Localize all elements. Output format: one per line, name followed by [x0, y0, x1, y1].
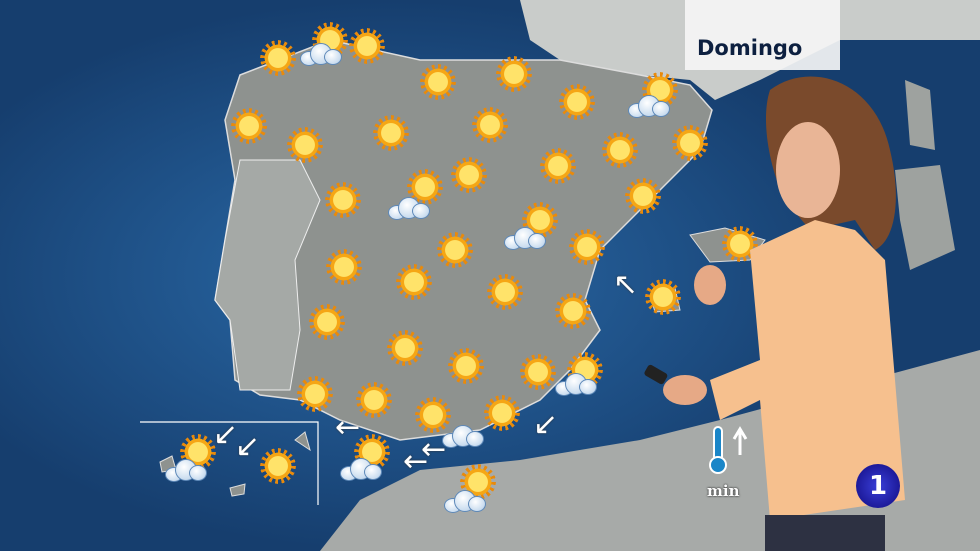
sun-icon — [309, 304, 345, 340]
sun-icon — [496, 56, 532, 92]
cloud-icon — [551, 371, 599, 397]
sun-icon — [231, 108, 267, 144]
sun-icon — [260, 40, 296, 76]
wind-arrow-icon: ← — [335, 410, 361, 445]
cloud-icon — [500, 225, 548, 251]
sun-icon — [448, 348, 484, 384]
sun-icon — [672, 125, 708, 161]
cloud-icon — [384, 195, 432, 221]
sun-icon — [569, 229, 605, 265]
sun-icon — [625, 178, 661, 214]
wind-arrow-icon: ↙ — [533, 407, 559, 442]
sun-icon — [451, 157, 487, 193]
canary-inset-frame — [140, 421, 319, 505]
sun-icon — [287, 127, 323, 163]
sun-icon — [325, 182, 361, 218]
cloud-icon — [336, 456, 384, 482]
sun-icon — [396, 264, 432, 300]
sun-icon — [437, 232, 473, 268]
sun-icon — [415, 397, 451, 433]
sun-icon — [487, 274, 523, 310]
sun-icon — [260, 448, 296, 484]
sun-icon — [520, 354, 556, 390]
sun-icon — [420, 64, 456, 100]
wind-arrow-icon: ← — [421, 432, 447, 467]
sun-icon — [472, 107, 508, 143]
cloud-icon — [161, 457, 209, 483]
sun-icon — [559, 84, 595, 120]
min-label: min — [707, 482, 740, 500]
wind-arrow-icon: ↙ — [235, 429, 261, 464]
sun-icon — [602, 132, 638, 168]
sun-icon — [540, 148, 576, 184]
sun-icon — [373, 115, 409, 151]
sun-icon — [645, 279, 681, 315]
sun-icon — [387, 330, 423, 366]
wind-arrow-icon: ↙ — [213, 417, 239, 452]
sun-icon — [484, 395, 520, 431]
cloud-icon — [296, 41, 344, 67]
cloud-icon — [438, 423, 486, 449]
sun-icon — [297, 376, 333, 412]
channel-logo: 1 — [856, 464, 900, 508]
presenter — [644, 76, 905, 551]
wind-arrow-icon: ← — [403, 444, 429, 479]
sun-icon — [349, 28, 385, 64]
cloud-icon — [440, 488, 488, 514]
day-title-panel: Domingo — [685, 0, 840, 70]
sun-icon — [326, 249, 362, 285]
cloud-icon — [624, 93, 672, 119]
thermometer-icon — [709, 426, 748, 474]
day-label: Domingo — [697, 36, 803, 60]
sun-icon — [555, 293, 591, 329]
portugal — [214, 159, 321, 391]
corsica-sardinia — [895, 80, 955, 270]
sun-icon — [356, 382, 392, 418]
wind-arrow-icon: ↖ — [613, 267, 639, 302]
